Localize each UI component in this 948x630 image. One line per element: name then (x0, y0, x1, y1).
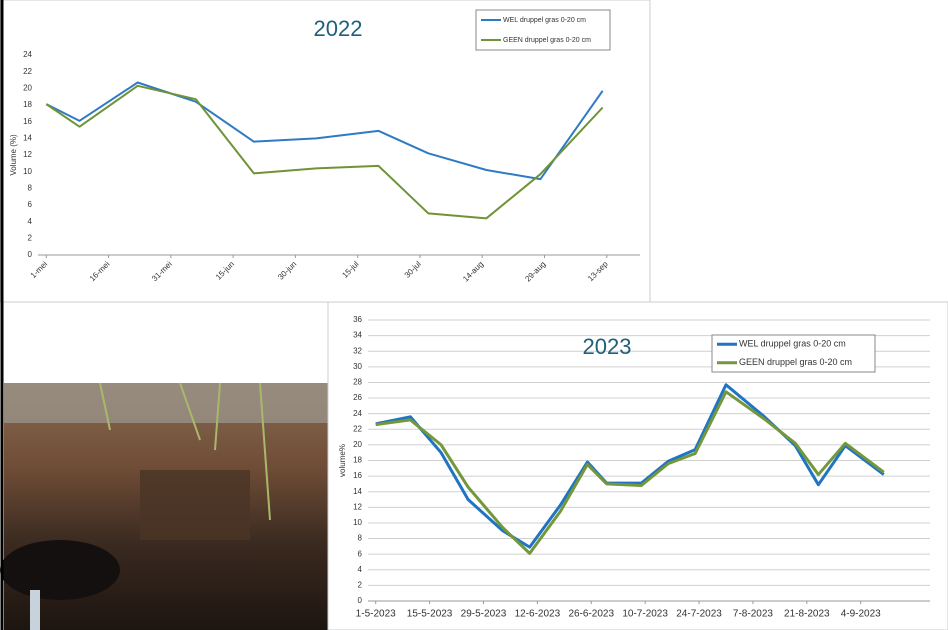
legend-label: WEL druppel gras 0-20 cm (503, 17, 586, 24)
x-tick-label: 12-6-2023 (515, 609, 561, 620)
y-tick-label: 20 (23, 83, 32, 92)
y-tick-label: 18 (23, 100, 32, 109)
y-tick-label: 32 (353, 346, 362, 355)
series-line (375, 383, 885, 549)
x-tick-label: 26-6-2023 (568, 609, 614, 620)
y-tick-label: 10 (23, 167, 32, 176)
y-tick-label: 2 (28, 233, 33, 242)
photo (0, 382, 328, 630)
y-tick-label: 0 (28, 250, 33, 259)
y-axis-label: volume% (338, 444, 347, 477)
x-tick-label: 7-8-2023 (733, 609, 773, 620)
series-line (375, 390, 885, 555)
y-tick-label: 30 (353, 362, 362, 371)
x-tick-label: 15-5-2023 (407, 609, 453, 620)
x-tick-label: 10-7-2023 (622, 609, 668, 620)
chart-title: 2022 (314, 16, 363, 41)
y-tick-label: 14 (23, 133, 32, 142)
legend-label: GEEN druppel gras 0-20 cm (739, 357, 852, 367)
y-tick-label: 4 (28, 217, 33, 226)
y-tick-label: 2 (358, 580, 363, 589)
legend-label: WEL druppel gras 0-20 cm (739, 339, 846, 349)
series-line (45, 84, 604, 220)
legend-box (711, 334, 876, 373)
x-tick-label: 4-9-2023 (841, 609, 881, 620)
y-tick-label: 24 (23, 50, 32, 59)
chart-title: 2023 (583, 334, 632, 359)
legend-box (475, 9, 611, 51)
y-tick-label: 28 (353, 378, 362, 387)
y-tick-label: 22 (23, 67, 32, 76)
x-tick-label: 24-7-2023 (676, 609, 722, 620)
y-tick-label: 14 (353, 487, 362, 496)
y-tick-label: 4 (358, 565, 363, 574)
y-tick-label: 24 (353, 409, 362, 418)
x-tick-label: 1-5-2023 (356, 609, 396, 620)
legend: WEL druppel gras 0-20 cm GEEN druppel gra… (475, 9, 611, 51)
y-tick-label: 18 (353, 456, 362, 465)
y-tick-label: 36 (353, 315, 362, 324)
y-tick-label: 16 (353, 471, 362, 480)
y-tick-label: 0 (358, 596, 363, 605)
y-tick-label: 20 (353, 440, 362, 449)
y-tick-label: 6 (28, 200, 33, 209)
y-tick-label: 34 (353, 331, 362, 340)
y-tick-label: 12 (353, 502, 362, 511)
y-axis-label: Volume (%) (9, 134, 18, 176)
y-tick-label: 22 (353, 424, 362, 433)
x-tick-label: 29-5-2023 (461, 609, 507, 620)
y-tick-label: 16 (23, 117, 32, 126)
series-line (45, 81, 604, 181)
legend-label: GEEN druppel gras 0-20 cm (503, 37, 591, 44)
y-tick-label: 26 (353, 393, 362, 402)
y-tick-label: 6 (358, 549, 363, 558)
y-tick-label: 8 (358, 534, 363, 543)
y-tick-label: 8 (28, 183, 33, 192)
y-tick-label: 12 (23, 150, 32, 159)
x-tick-label: 21-8-2023 (784, 609, 830, 620)
legend: WEL druppel gras 0-20 cm GEEN druppel gra… (711, 334, 876, 373)
y-tick-label: 10 (353, 518, 362, 527)
